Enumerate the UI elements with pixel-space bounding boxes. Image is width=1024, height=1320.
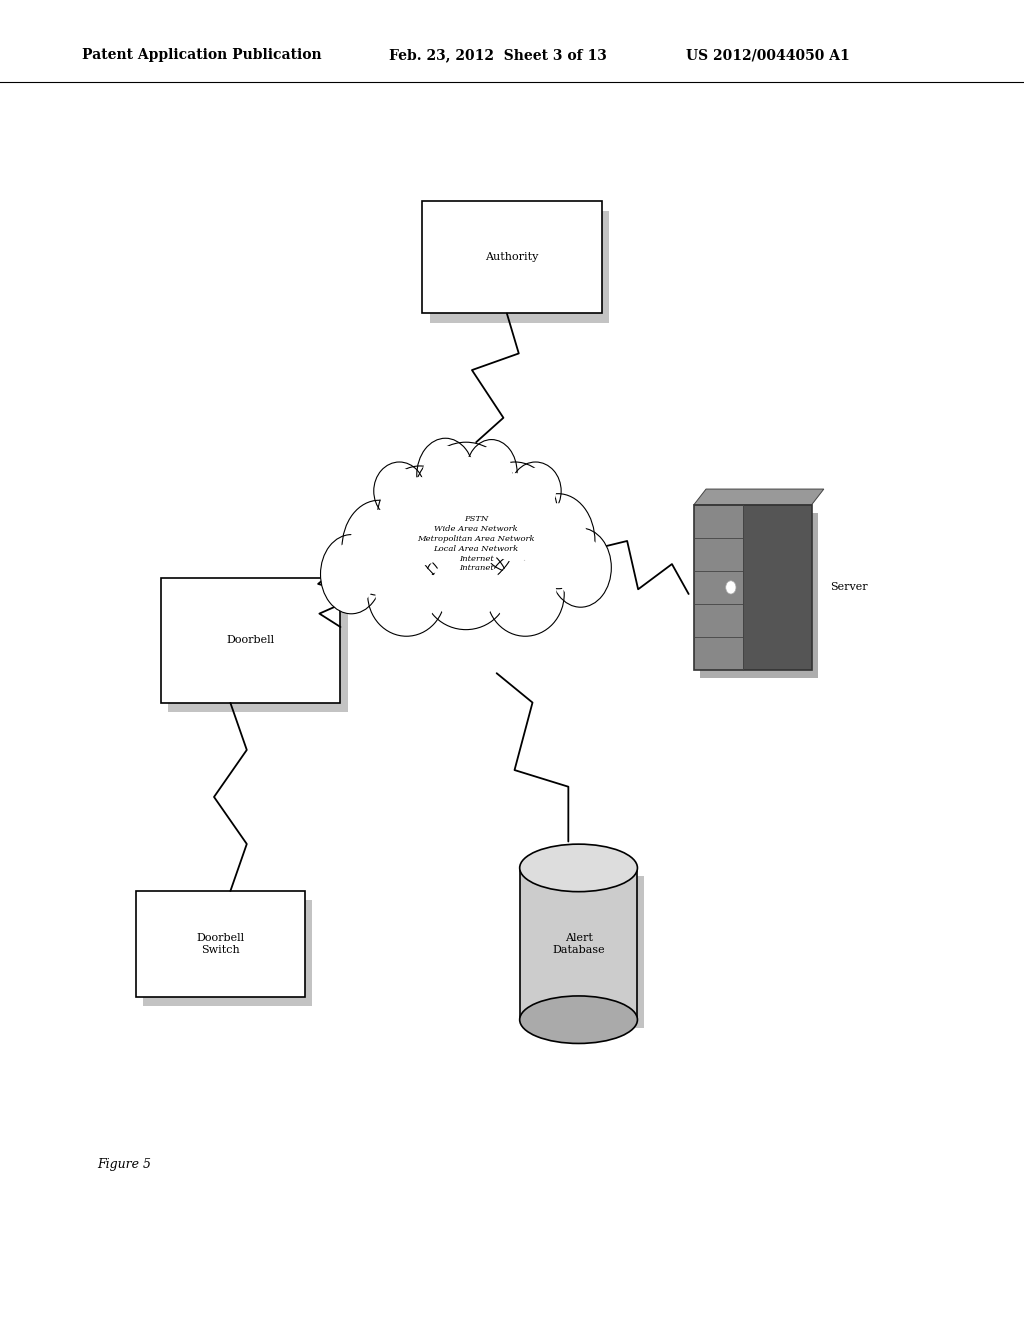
Ellipse shape [417,438,474,512]
Ellipse shape [550,528,611,607]
FancyBboxPatch shape [526,876,643,1028]
Ellipse shape [421,457,511,573]
Ellipse shape [556,536,605,599]
FancyBboxPatch shape [700,512,817,678]
Ellipse shape [423,446,468,504]
FancyBboxPatch shape [162,578,340,702]
Text: Alert
Database: Alert Database [552,933,605,954]
FancyBboxPatch shape [738,504,811,671]
Ellipse shape [377,466,463,577]
Circle shape [726,581,736,594]
Ellipse shape [342,500,416,595]
Ellipse shape [471,446,512,499]
FancyBboxPatch shape [422,201,601,313]
Text: Feb. 23, 2012  Sheet 3 of 13: Feb. 23, 2012 Sheet 3 of 13 [389,49,607,62]
Ellipse shape [349,510,409,586]
Ellipse shape [327,543,376,606]
Ellipse shape [466,440,517,506]
FancyBboxPatch shape [430,210,608,322]
FancyBboxPatch shape [135,891,305,997]
Ellipse shape [515,467,556,515]
Ellipse shape [385,477,455,566]
Ellipse shape [379,467,420,515]
Ellipse shape [528,503,588,579]
Text: PSTN
Wide Area Network
Metropolitan Area Network
Local Area Network
Internet
Int: PSTN Wide Area Network Metropolitan Area… [418,515,535,573]
Ellipse shape [480,473,550,562]
Ellipse shape [519,997,637,1043]
Text: Authority: Authority [485,252,539,263]
Ellipse shape [374,462,425,520]
Ellipse shape [521,494,595,589]
Ellipse shape [431,553,501,622]
Ellipse shape [423,545,509,630]
Ellipse shape [495,560,556,628]
Polygon shape [694,488,823,504]
Text: Doorbell
Switch: Doorbell Switch [197,933,244,954]
Ellipse shape [519,845,637,892]
Ellipse shape [510,462,561,520]
FancyBboxPatch shape [143,900,311,1006]
Ellipse shape [486,552,564,636]
FancyBboxPatch shape [519,869,637,1020]
Ellipse shape [368,552,445,636]
Text: Figure 5: Figure 5 [97,1158,152,1171]
Ellipse shape [376,560,437,628]
Text: Doorbell: Doorbell [227,635,274,645]
Text: US 2012/0044050 A1: US 2012/0044050 A1 [686,49,850,62]
Text: Patent Application Publication: Patent Application Publication [82,49,322,62]
Ellipse shape [321,535,382,614]
FancyBboxPatch shape [168,586,348,713]
FancyBboxPatch shape [694,504,743,671]
Ellipse shape [410,442,522,587]
Text: Server: Server [829,582,867,593]
Ellipse shape [472,462,558,573]
